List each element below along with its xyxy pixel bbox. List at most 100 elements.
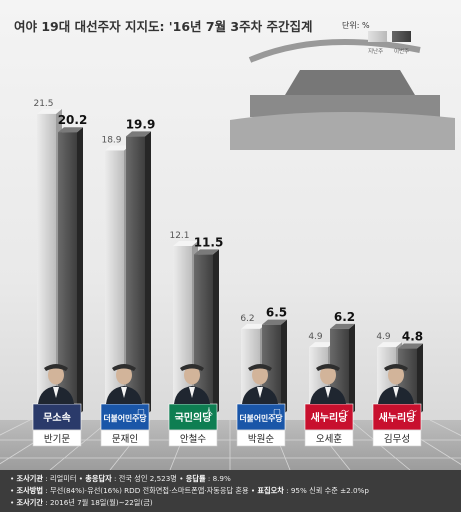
footer-line-1: • 조사기관 : 리얼미터 • 총응답자 : 전국 성인 2,523명 • 응답… (10, 474, 231, 483)
data-label: 19.9 (126, 117, 156, 131)
party-plate (304, 403, 354, 431)
candidate-hair (248, 364, 272, 371)
candidate-photo (310, 364, 346, 404)
data-label: 4.9 (376, 332, 391, 342)
party-logo: ▢ (137, 407, 145, 416)
category-label: 안철수 (180, 434, 206, 445)
footer-line-3: • 조사기간 : 2016년 7월 18일(월)~22일(금) (10, 498, 153, 507)
bar-side (213, 249, 219, 416)
footer-line-2: • 조사방법 : 무선(84%)·유선(16%) RDD 전화면접·스마트폰앱·… (10, 486, 369, 495)
candidate-shirt (53, 387, 59, 398)
candidate-hair (44, 364, 68, 371)
candidate-head (48, 365, 64, 385)
candidate-shirt (257, 387, 263, 398)
unit-label: 단위: % (342, 21, 370, 30)
party-logo: ▢ (273, 407, 281, 416)
data-label: 18.9 (101, 135, 121, 145)
bar-top (126, 131, 151, 137)
name-plate (32, 429, 82, 447)
party-plate (168, 403, 218, 431)
bar-top (262, 319, 287, 325)
bar-top (241, 323, 266, 329)
bar-top (105, 145, 130, 151)
data-label: 6.2 (240, 314, 254, 324)
data-label: 12.1 (169, 231, 189, 241)
candidate-hair (384, 364, 408, 371)
legend-label-last-week: 지난주 (368, 49, 384, 55)
footer-value-error: 95% 신뢰 수준 ±2.0%p (290, 486, 369, 495)
name-plate (100, 429, 150, 447)
footer-value-method: 무선(84%)·유선(16%) RDD 전화면접·스마트폰앱·자동응답 혼용 (49, 486, 249, 495)
party-label: 국민의당 (175, 411, 213, 424)
bar (105, 150, 124, 416)
party-plate (32, 403, 82, 431)
legend-swatch-last-week (368, 31, 387, 42)
data-label: 4.9 (308, 332, 323, 342)
candidate-photo (378, 364, 414, 404)
building-trees (230, 111, 455, 150)
candidate-shirt (189, 387, 195, 398)
building-mountain (248, 39, 421, 63)
candidate-head (320, 365, 336, 385)
party-label: 새누리당 (311, 411, 349, 424)
footer-label-agency: 조사기관 (16, 474, 43, 483)
bar-side (349, 323, 355, 416)
candidate-shirt (393, 387, 399, 398)
bar-top (194, 249, 219, 255)
bar-side (281, 319, 287, 416)
data-label: 20.2 (58, 113, 88, 127)
party-label: 더불어민주당 (239, 413, 283, 423)
bar-top (398, 343, 423, 349)
footer-value-response-rate: 8.9% (212, 474, 231, 483)
party-label: 무소속 (43, 412, 71, 424)
bar-top (377, 342, 402, 348)
candidate-photo (174, 364, 210, 404)
data-label: 6.5 (266, 306, 287, 320)
footer-value-respondents: 전국 성인 2,523명 (118, 474, 177, 483)
party-logo: 〜 (409, 407, 417, 416)
bar-side (77, 127, 83, 416)
legend-swatch-this-week (392, 31, 411, 42)
candidate-head (184, 365, 200, 385)
category-label: 박원순 (248, 434, 274, 445)
floor-grid-line (0, 419, 31, 436)
bar (58, 132, 77, 416)
building-roof (285, 70, 415, 95)
name-plate (236, 429, 286, 447)
category-label: 문재인 (112, 434, 138, 445)
legend-label-this-week: 이번주 (394, 49, 410, 55)
bar-top (330, 323, 355, 329)
footer-label-method: 조사방법 (16, 486, 43, 495)
category-label: 김무성 (384, 433, 410, 445)
category-label: 반기문 (44, 434, 70, 445)
bar (126, 136, 145, 416)
chart-title: 여야 19대 대선주자 지지도: '16년 7월 3주차 주간집계 (14, 19, 313, 34)
footer-label-respondents: 총응답자 (85, 474, 112, 483)
bar-top (173, 240, 198, 246)
party-plate (100, 403, 150, 431)
candidate-hair (316, 364, 340, 371)
bar-top (309, 342, 334, 348)
party-logo: 人 (205, 407, 213, 416)
candidate-photo (106, 364, 142, 404)
party-logo: 〜 (341, 407, 349, 416)
footer-value-agency: 리얼미터 (49, 474, 77, 483)
bar-group: 18.9 19.9 더불어민주당▢ 문재인 (100, 117, 156, 447)
category-label: 오세훈 (316, 433, 342, 445)
building-base (250, 95, 440, 117)
candidate-head (388, 365, 404, 385)
candidate-hair (112, 364, 136, 371)
candidate-hair (180, 364, 204, 371)
candidate-photo (38, 364, 74, 404)
data-label: 11.5 (194, 235, 224, 249)
data-label: 21.5 (33, 99, 53, 109)
data-label: 4.8 (402, 330, 423, 344)
party-label: 더불어민주당 (103, 413, 147, 423)
candidate-shirt (121, 387, 127, 398)
party-label: 새누리당 (379, 411, 417, 424)
candidate-shirt (325, 387, 331, 398)
floor-grid-line (429, 419, 461, 436)
